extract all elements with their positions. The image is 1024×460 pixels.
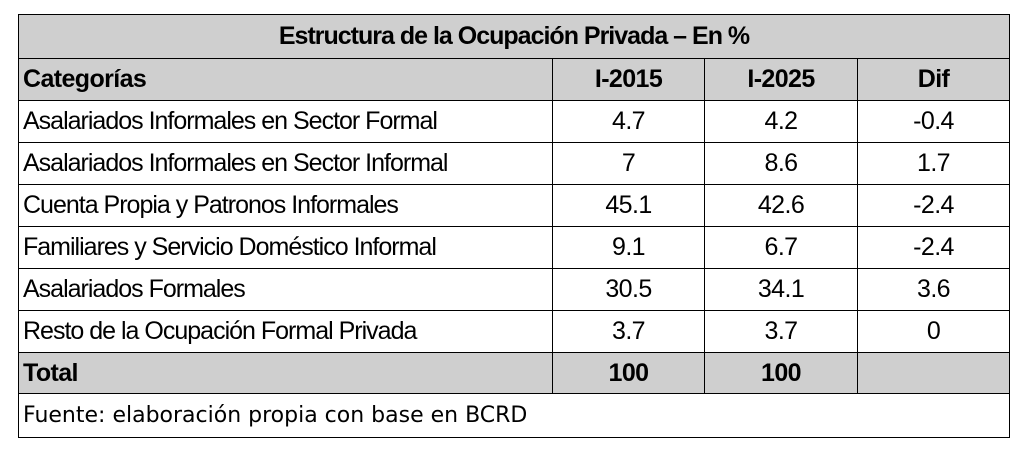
table-row: Asalariados Formales 30.5 34.1 3.6 [18,268,1011,311]
header-dif: Dif [856,58,1011,101]
total-i2025: 100 [704,352,858,394]
row-category: Familiares y Servicio Doméstico Informal [18,226,553,269]
occupation-structure-table: Estructura de la Ocupación Privada – En … [17,14,1011,438]
row-i2015: 4.7 [552,100,705,143]
row-i2025: 6.7 [704,226,858,269]
table-row: Cuenta Propia y Patronos Informales 45.1… [18,184,1011,227]
source-note: Fuente: elaboración propia con base en B… [17,393,1011,438]
row-i2015: 30.5 [552,268,705,311]
row-dif: -0.4 [856,100,1011,143]
row-i2025: 34.1 [704,268,858,311]
total-i2015: 100 [552,352,705,394]
row-i2025: 3.7 [704,310,858,353]
row-dif: 0 [856,310,1011,353]
table-row: Familiares y Servicio Doméstico Informal… [18,226,1011,269]
row-dif: -2.4 [856,184,1011,227]
header-i2015: I-2015 [552,58,705,101]
row-i2015: 3.7 [552,310,705,353]
row-i2015: 7 [552,142,705,185]
row-i2025: 4.2 [704,100,858,143]
title-row: Estructura de la Ocupación Privada – En … [17,14,1011,59]
header-categorias: Categorías [18,58,553,101]
row-dif: 3.6 [856,268,1011,311]
total-dif [856,352,1011,394]
row-i2015: 9.1 [552,226,705,269]
row-dif: -2.4 [856,226,1011,269]
header-row: Categorías I-2015 I-2025 Dif [18,58,1011,101]
source-row: Fuente: elaboración propia con base en B… [17,393,1011,438]
table-title: Estructura de la Ocupación Privada – En … [17,14,1011,59]
row-category: Asalariados Formales [18,268,553,311]
row-category: Resto de la Ocupación Formal Privada [18,310,553,353]
table-row: Asalariados Informales en Sector Informa… [18,142,1011,185]
row-i2025: 8.6 [704,142,858,185]
row-category: Asalariados Informales en Sector Formal [18,100,553,143]
row-dif: 1.7 [856,142,1011,185]
table-row: Resto de la Ocupación Formal Privada 3.7… [18,310,1011,353]
total-label: Total [18,352,553,394]
row-i2025: 42.6 [704,184,858,227]
row-i2015: 45.1 [552,184,705,227]
table-row: Asalariados Informales en Sector Formal … [18,100,1011,143]
total-row: Total 100 100 [18,352,1011,394]
row-category: Asalariados Informales en Sector Informa… [18,142,553,185]
header-i2025: I-2025 [704,58,858,101]
occupation-structure-table-container: Estructura de la Ocupación Privada – En … [17,14,1011,438]
row-category: Cuenta Propia y Patronos Informales [18,184,553,227]
